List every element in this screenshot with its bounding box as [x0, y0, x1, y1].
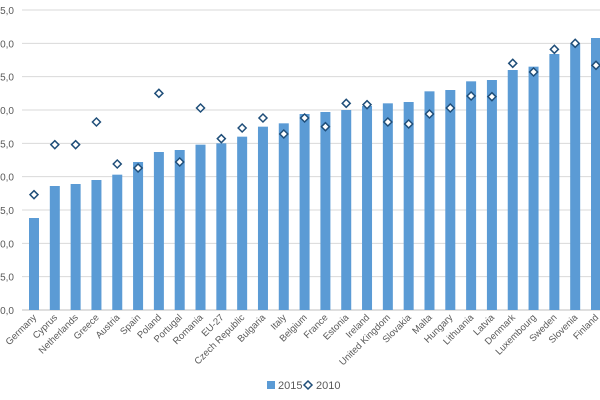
marker-2010: [549, 44, 560, 55]
y-tick-label: 5,0: [0, 273, 14, 284]
bar-2015: [591, 38, 600, 310]
bar-2015: [237, 136, 248, 310]
marker-2010: [299, 112, 310, 124]
bar-2015: [299, 114, 310, 310]
marker-2010: [570, 38, 581, 49]
y-tick-label: 35,0: [0, 73, 14, 84]
marker-2010: [361, 99, 373, 110]
marker-2010: [195, 102, 206, 114]
marker-2010: [341, 98, 352, 109]
marker-2010: [507, 58, 518, 69]
marker-2010: [153, 88, 164, 99]
bar-2015: [549, 54, 560, 310]
marker-2010: [486, 91, 497, 102]
bar-2015: [278, 123, 289, 310]
marker-2010: [382, 116, 393, 128]
marker-2010: [403, 118, 414, 130]
legend-label-2015: 2015: [278, 380, 302, 392]
bar-2015: [445, 90, 456, 310]
marker-2010: [49, 139, 60, 150]
bar-2015: [216, 143, 227, 310]
bar-2015: [320, 112, 331, 310]
marker-2010: [112, 158, 123, 170]
marker-2010: [590, 60, 600, 71]
bar-2015: [382, 103, 393, 310]
marker-2010: [445, 102, 456, 114]
marker-2010: [216, 133, 227, 144]
bar-2015: [257, 126, 268, 311]
marker-2010: [278, 128, 289, 140]
marker-2010: [174, 156, 185, 168]
y-tick-label: 15,0: [0, 206, 14, 217]
bar-2015: [466, 81, 477, 310]
bar-2015: [486, 80, 497, 310]
bar-2015: [133, 162, 144, 310]
marker-2010: [28, 189, 40, 200]
bar-2015: [174, 150, 185, 310]
marker-2010: [237, 122, 248, 134]
y-tick-label: 25,0: [0, 139, 14, 150]
bar-2015: [424, 91, 435, 310]
y-tick-label: 20,0: [0, 173, 14, 184]
bar-2015: [70, 184, 81, 310]
bar-2015: [195, 144, 206, 310]
bar-2015: [153, 152, 164, 310]
marker-2010: [320, 121, 331, 132]
marker-2010: [133, 162, 144, 174]
bar-2015: [29, 218, 39, 310]
bar-2015: [91, 180, 102, 310]
bar-2015: [341, 110, 352, 310]
bar-2015: [49, 186, 60, 310]
marker-2010: [257, 112, 269, 124]
x-tick-label: Austria: [94, 312, 123, 341]
y-tick-label: 10,0: [0, 239, 14, 250]
legend: 2015 2010: [267, 379, 340, 392]
marker-2010: [91, 116, 102, 128]
marker-2010: [424, 108, 435, 120]
y-tick-label: 45,0: [0, 6, 14, 17]
bar-2015: [112, 174, 123, 310]
y-tick-label: 0,0: [0, 306, 14, 317]
legend-swatch-2015: [267, 381, 275, 389]
marker-2010: [70, 139, 81, 150]
y-tick-label: 40,0: [0, 39, 14, 50]
marker-2010: [528, 66, 539, 78]
y-tick-label: 30,0: [0, 106, 14, 117]
bar-2015: [570, 44, 581, 310]
bar-2015: [403, 102, 414, 310]
legend-swatch-2010: [302, 379, 314, 391]
marker-2010: [466, 90, 477, 102]
bar-2015: [528, 66, 539, 311]
legend-label-2010: 2010: [316, 380, 340, 392]
bar-2015: [362, 106, 373, 310]
bar-2015: [507, 70, 518, 310]
